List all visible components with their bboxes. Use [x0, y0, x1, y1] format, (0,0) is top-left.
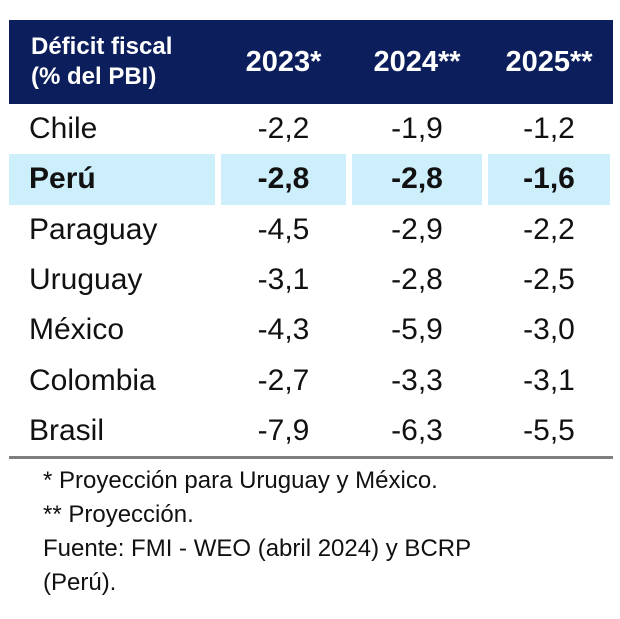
- table-row: Colombia -2,7 -3,3 -3,1: [9, 355, 613, 405]
- note-projection-uy-mx: * Proyección para Uruguay y México.: [43, 467, 438, 494]
- header-year-2025: 2025**: [485, 20, 613, 104]
- country-cell: México: [29, 313, 125, 347]
- value-cell: -2,8: [349, 154, 485, 205]
- country-cell: Chile: [29, 112, 98, 146]
- country-cell: Perú: [9, 154, 218, 205]
- table-bottom-rule: [9, 456, 613, 460]
- header-year-2023: 2023*: [218, 20, 349, 104]
- table-row: Chile -2,2 -1,9 -1,2: [9, 104, 613, 154]
- value-cell: -4,5: [257, 212, 310, 246]
- value-cell: -2,8: [218, 154, 349, 205]
- value-cell: -6,3: [391, 413, 443, 447]
- value-cell: -2,2: [257, 112, 310, 146]
- header-label: Déficit fiscal (% del PBI): [9, 20, 218, 104]
- header-label-line2: (% del PBI): [31, 63, 157, 90]
- table-row: Uruguay -3,1 -2,8 -2,5: [9, 255, 613, 305]
- note-projection: ** Proyección.: [43, 501, 194, 528]
- value-cell: -2,9: [391, 212, 443, 246]
- value-cell: -1,6: [485, 154, 613, 205]
- country-cell: Paraguay: [29, 212, 158, 246]
- country-cell: Colombia: [29, 363, 156, 397]
- table-row: México -4,3 -5,9 -3,0: [9, 305, 613, 355]
- value-cell: -2,8: [391, 263, 443, 297]
- value-cell: -2,5: [523, 263, 575, 297]
- header-year-2024: 2024**: [349, 20, 485, 104]
- country-cell: Brasil: [29, 413, 105, 447]
- source-line-1: Fuente: FMI - WEO (abril 2024) y BCRP: [43, 535, 472, 562]
- table-row: Paraguay -4,5 -2,9 -2,2: [9, 205, 613, 255]
- value-cell: -7,9: [257, 413, 310, 447]
- value-cell: -4,3: [257, 313, 310, 347]
- value-cell: -2,7: [257, 363, 310, 397]
- value-cell: -5,9: [391, 313, 443, 347]
- table-row: Perú -2,8 -2,8 -1,6: [9, 154, 613, 205]
- table-header-row: Déficit fiscal (% del PBI) 2023* 2024** …: [9, 20, 613, 104]
- value-cell: -2,2: [523, 212, 575, 246]
- value-cell: -3,1: [523, 363, 575, 397]
- value-cell: -3,3: [391, 363, 443, 397]
- value-cell: -5,5: [523, 413, 575, 447]
- value-cell: -3,0: [523, 313, 575, 347]
- value-cell: -3,1: [257, 263, 310, 297]
- header-label-line1: Déficit fiscal: [31, 33, 173, 60]
- source-line-2: (Perú).: [43, 569, 117, 596]
- country-cell: Uruguay: [29, 263, 143, 297]
- table-notes: * Proyección para Uruguay y México. ** P…: [43, 464, 603, 600]
- fiscal-deficit-table-container: Déficit fiscal (% del PBI) 2023* 2024** …: [9, 20, 613, 460]
- fiscal-deficit-table: Déficit fiscal (% del PBI) 2023* 2024** …: [9, 20, 613, 456]
- value-cell: -1,2: [523, 112, 575, 146]
- table-row: Brasil -7,9 -6,3 -5,5: [9, 406, 613, 456]
- table-body: Chile -2,2 -1,9 -1,2 Perú -2,8 -2,8 -1,6 Paragua…: [9, 104, 613, 456]
- value-cell: -1,9: [391, 112, 443, 146]
